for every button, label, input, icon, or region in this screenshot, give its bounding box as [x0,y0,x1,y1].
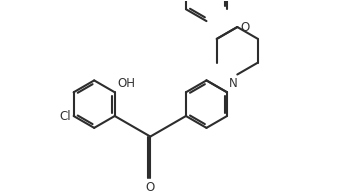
Text: O: O [146,181,155,193]
Text: O: O [240,21,249,34]
Text: N: N [229,77,238,90]
Text: Cl: Cl [59,110,71,122]
Text: OH: OH [118,77,136,90]
